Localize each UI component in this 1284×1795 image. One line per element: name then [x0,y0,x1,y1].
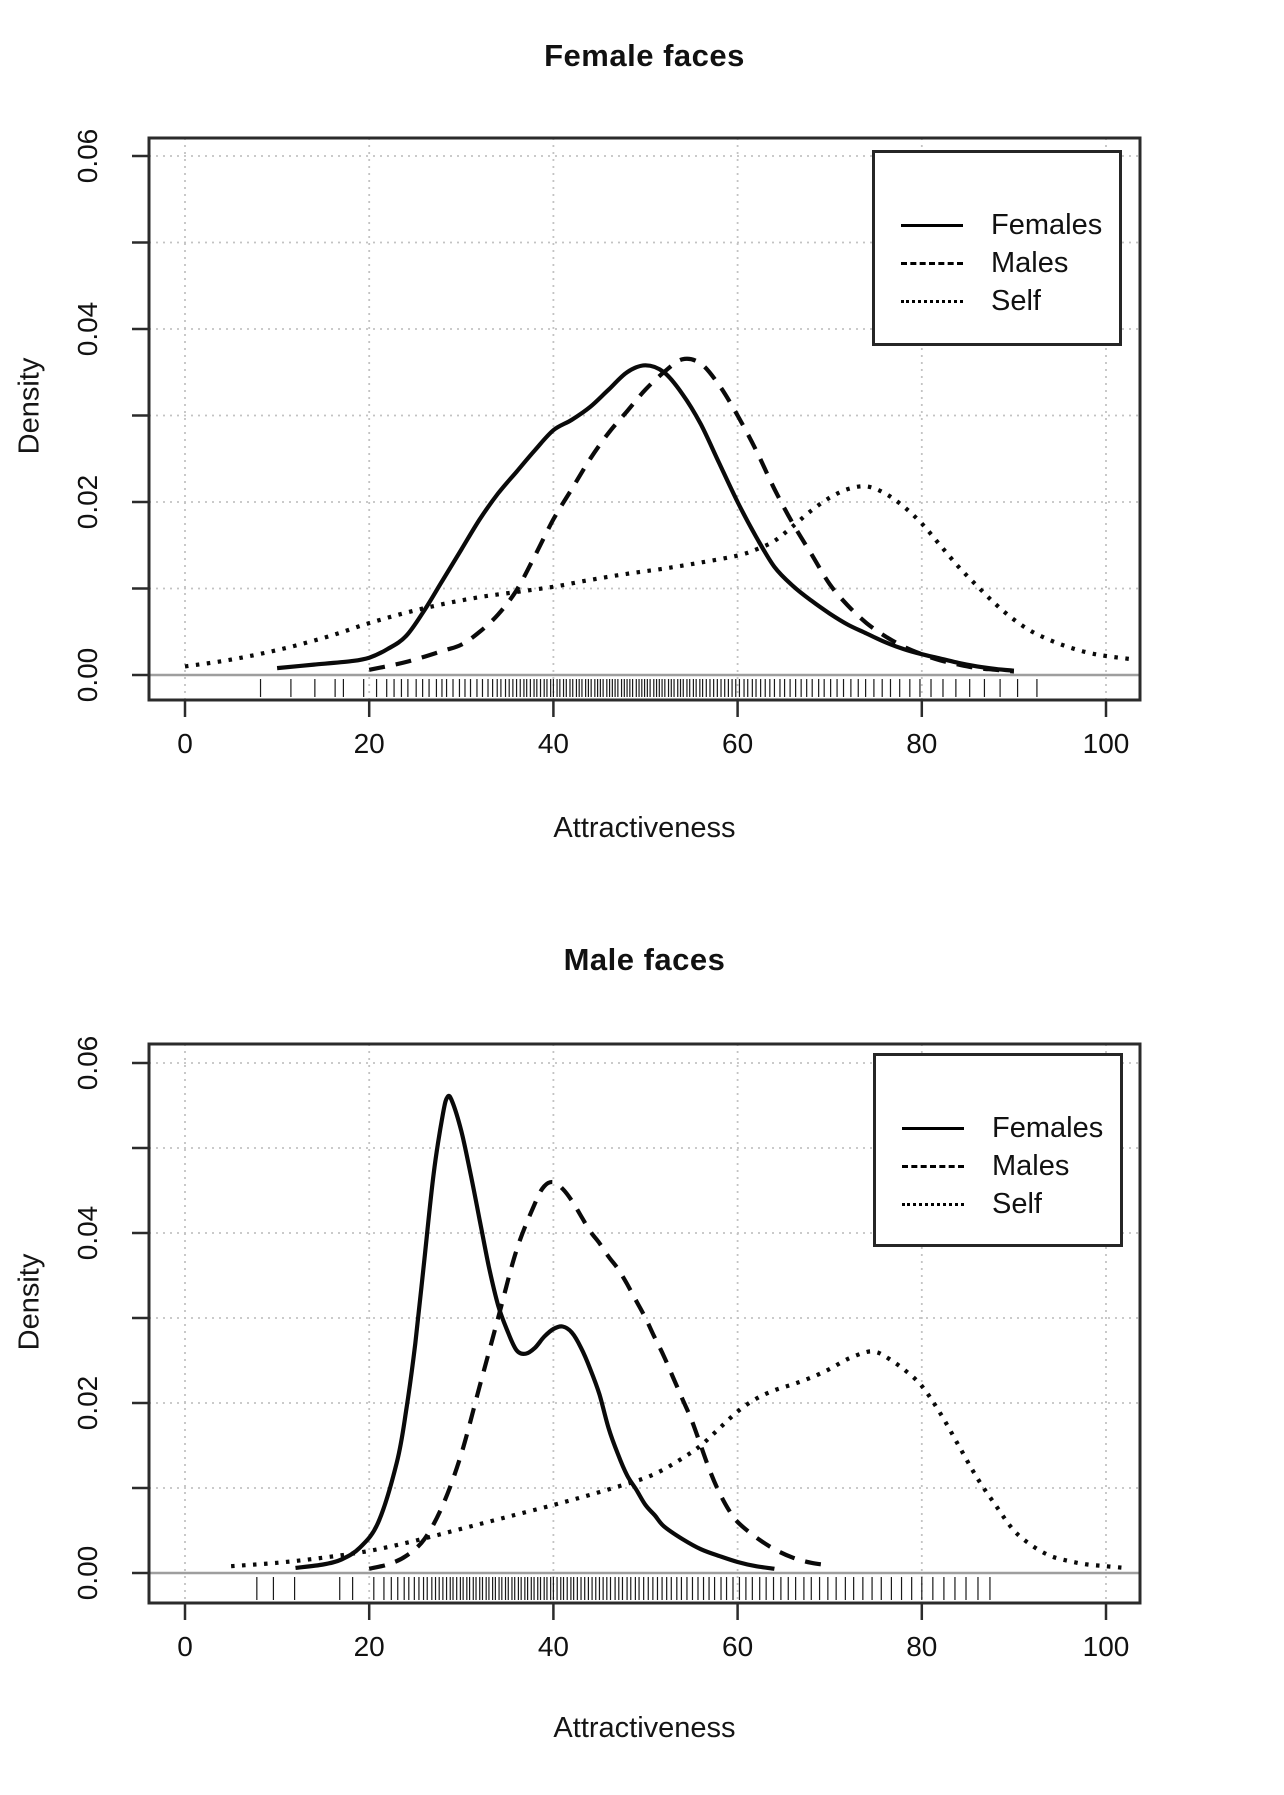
y-tick-label: 0.06 [72,1036,103,1091]
chart-title-male-faces: Male faces [563,942,726,977]
x-tick-label: 0 [177,1631,193,1662]
legend-label-females: Females [991,208,1103,241]
curve-females [276,363,1015,673]
axis-ticks [132,154,1108,717]
curve-females [295,1093,775,1571]
axis-ticks [132,1061,1108,1620]
x-tick-label: 100 [1083,1631,1130,1662]
y-axis-label-density-top: Density [13,357,46,455]
x-tick-label: 80 [906,728,937,759]
y-tick-label: 0.02 [72,1376,103,1431]
x-axis-label-attractiveness-bottom: Attractiveness [553,1712,736,1744]
legend-row-females: Females [902,1109,1120,1147]
y-axis-label-density-bottom: Density [13,1253,46,1351]
x-axis-label-attractiveness-top: Attractiveness [553,812,736,844]
legend-label-females: Females [992,1111,1104,1144]
x-tick-label: 20 [354,1631,385,1662]
x-tick-label: 40 [538,728,569,759]
y-tick-label: 0.06 [72,129,103,184]
tick-labels: 0 20 40 60 80 100 0.00 0.02 0.04 0.06 [72,129,1129,759]
y-tick-label: 0.04 [72,302,103,357]
x-tick-label: 100 [1083,728,1130,759]
legend-dotted-line-icon [902,1202,964,1206]
curve-males [368,1179,830,1571]
legend-row-females: Females [901,206,1119,244]
legend-solid-line-icon [901,223,963,227]
chart-title-female-faces: Female faces [544,38,745,73]
legend-row-self: Self [901,282,1119,320]
curve-self [184,484,1134,669]
y-tick-label: 0.04 [72,1206,103,1261]
legend-dashed-line-icon [901,261,963,265]
rug-marks [259,679,1038,697]
x-tick-label: 60 [722,1631,753,1662]
legend-label-males: Males [991,246,1069,279]
legend-label-self: Self [991,284,1041,317]
x-tick-label: 60 [722,728,753,759]
x-tick-label: 0 [177,728,193,759]
legend-box-bottom: Females Males Self [873,1053,1123,1247]
tick-labels: 0 20 40 60 80 100 0.00 0.02 0.04 0.06 [72,1036,1129,1662]
y-tick-label: 0.00 [72,1546,103,1601]
legend-dashed-line-icon [902,1164,964,1168]
x-tick-label: 80 [906,1631,937,1662]
legend-row-males: Males [902,1147,1120,1185]
rug-marks [256,1577,991,1600]
legend-solid-line-icon [902,1126,964,1130]
legend-label-self: Self [992,1187,1042,1220]
legend-row-self: Self [902,1185,1120,1223]
legend-label-males: Males [992,1149,1070,1182]
x-tick-label: 20 [354,728,385,759]
legend-row-males: Males [901,244,1119,282]
y-tick-label: 0.02 [72,475,103,530]
plot-box [147,136,1142,702]
legend-box-top: Females Males Self [872,150,1122,346]
y-tick-label: 0.00 [72,648,103,703]
x-tick-label: 40 [538,1631,569,1662]
plot-box [147,1042,1142,1605]
legend-dotted-line-icon [901,299,963,303]
curve-males [368,356,1015,674]
